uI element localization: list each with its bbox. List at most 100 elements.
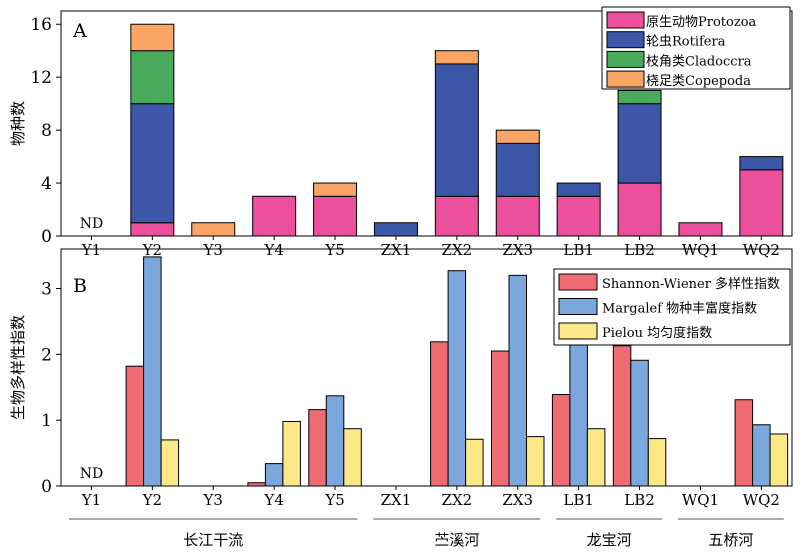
bar-Y4-Pielou 均匀度指数: [282, 420, 301, 487]
y-tick-label: 2: [41, 345, 52, 365]
y-tick-label: 8: [41, 121, 52, 141]
legend-swatch: [606, 50, 645, 68]
legend-swatch: [558, 322, 598, 340]
bar-WQ2-Margalef 物种丰富度指数: [752, 424, 771, 487]
annotation-nd: ND: [80, 466, 103, 482]
panel-label: B: [73, 275, 87, 297]
y-tick-label: 4: [41, 174, 52, 194]
bar-Y2-桡足类Copepoda: [130, 23, 175, 52]
bar-LB1-Margalef 物种丰富度指数: [569, 342, 588, 487]
legend-swatch: [606, 70, 645, 88]
plot-frame-B: [60, 248, 793, 487]
bar-Y4-原生动物Protozoa: [252, 195, 297, 237]
bar-WQ1-原生动物Protozoa: [678, 222, 723, 237]
bar-LB1-Pielou 均匀度指数: [586, 428, 606, 487]
bar-ZX3-轮虫Rotifera: [495, 142, 540, 197]
legend-label: 桡足类Copepoda: [646, 74, 751, 89]
bar-Y5-原生动物Protozoa: [313, 195, 358, 237]
x-tick-label: ZX2: [442, 491, 473, 509]
legend-swatch: [606, 11, 645, 29]
bar-LB1-Shannon-Wiener 多样性指数: [551, 393, 571, 487]
bar-WQ2-轮虫Rotifera: [739, 156, 784, 171]
bar-Y2-原生动物Protozoa: [130, 222, 175, 237]
y-tick-label: 3: [41, 280, 52, 300]
bar-Y3-桡足类Copepoda: [191, 222, 236, 237]
x-tick-label: Y2: [142, 241, 162, 259]
x-tick-label: ZX1: [381, 491, 412, 509]
legend-label: 原生动物Protozoa: [646, 15, 757, 30]
bar-ZX2-桡足类Copepoda: [434, 50, 479, 65]
legend-label: Pielou 均匀度指数: [602, 325, 712, 341]
x-tick-label: WQ1: [682, 241, 719, 259]
x-tick-label: ZX1: [381, 241, 412, 259]
bar-Y4-Shannon-Wiener 多样性指数: [247, 482, 266, 487]
bar-Y5-Shannon-Wiener 多样性指数: [308, 409, 327, 487]
bar-Y2-Pielou 均匀度指数: [160, 439, 180, 487]
x-tick-label: WQ2: [743, 241, 780, 259]
x-tick-label: Y3: [203, 241, 223, 259]
bar-LB2-枝角类Cladoccra: [617, 89, 662, 105]
legend-label: Shannon-Wiener 多样性指数: [602, 276, 780, 292]
y-tick-label: 1: [41, 411, 52, 431]
legend-label: 轮虫Rotifera: [646, 35, 726, 50]
bar-WQ2-Shannon-Wiener 多样性指数: [734, 399, 754, 487]
bar-ZX1-轮虫Rotifera: [373, 222, 418, 237]
x-tick-label: Y4: [263, 241, 283, 259]
x-tick-label: ZX2: [442, 241, 473, 259]
group-label: 五桥河: [708, 531, 753, 549]
bar-WQ2-Pielou 均匀度指数: [769, 433, 789, 487]
bar-Y2-轮虫Rotifera: [130, 103, 175, 224]
x-tick-label: LB2: [624, 241, 655, 259]
x-tick-label: LB1: [563, 491, 594, 509]
y-tick-label: 0: [41, 477, 52, 497]
bar-ZX3-Shannon-Wiener 多样性指数: [491, 350, 510, 487]
y-axis-label: 物种数: [9, 101, 27, 146]
x-tick-label: Y4: [263, 491, 283, 509]
group-label: 龙宝河: [587, 531, 632, 549]
legend-swatch: [606, 31, 645, 49]
x-tick-label: Y3: [203, 491, 223, 509]
y-tick-label: 12: [30, 68, 52, 88]
x-tick-label: ZX3: [502, 491, 533, 509]
bar-Y2-Shannon-Wiener 多样性指数: [125, 365, 145, 487]
bar-ZX2-Pielou 均匀度指数: [465, 438, 484, 487]
bar-LB2-Margalef 物种丰富度指数: [630, 359, 649, 487]
legend-label: 枝角类Cladoccra: [646, 54, 752, 69]
legend-label: Margalef 物种丰富度指数: [602, 301, 757, 317]
x-tick-label: Y1: [81, 491, 101, 509]
bar-ZX3-Margalef 物种丰富度指数: [508, 274, 527, 487]
bar-LB2-Pielou 均匀度指数: [647, 438, 667, 487]
annotation-nd: ND: [80, 216, 103, 232]
x-tick-label: LB1: [563, 241, 594, 259]
x-tick-label: Y1: [81, 241, 101, 259]
bar-LB1-轮虫Rotifera: [556, 182, 601, 197]
bar-LB1-原生动物Protozoa: [556, 195, 601, 237]
y-axis-label: 生物多样性指数: [9, 315, 27, 420]
bar-LB2-Shannon-Wiener 多样性指数: [612, 345, 632, 487]
legend-swatch: [558, 273, 598, 291]
bar-Y2-枝角类Cladoccra: [130, 50, 175, 105]
bar-ZX3-Pielou 均匀度指数: [526, 436, 545, 487]
x-tick-label: LB2: [624, 491, 655, 509]
plot-frame-A: [60, 10, 793, 237]
bar-ZX2-轮虫Rotifera: [434, 63, 479, 197]
bar-Y4-Margalef 物种丰富度指数: [264, 463, 284, 487]
bar-Y5-桡足类Copepoda: [313, 182, 358, 197]
group-label: 长江干流: [183, 531, 243, 549]
y-tick-label: 0: [41, 227, 52, 247]
bar-LB2-轮虫Rotifera: [617, 103, 662, 184]
bar-Y2-Margalef 物种丰富度指数: [143, 256, 162, 487]
bar-WQ2-原生动物Protozoa: [739, 169, 784, 237]
y-tick-label: 16: [30, 15, 52, 35]
x-tick-label: Y5: [324, 241, 344, 259]
x-tick-label: Y2: [142, 491, 162, 509]
x-tick-label: ZX3: [502, 241, 533, 259]
legend-swatch: [558, 298, 598, 315]
bar-Y5-Pielou 均匀度指数: [343, 428, 362, 487]
x-tick-label: WQ2: [743, 491, 780, 509]
group-label: 苎溪河: [434, 531, 479, 549]
bar-ZX2-原生动物Protozoa: [434, 195, 479, 237]
x-tick-label: Y5: [324, 491, 344, 509]
bar-Y5-Margalef 物种丰富度指数: [325, 395, 345, 487]
